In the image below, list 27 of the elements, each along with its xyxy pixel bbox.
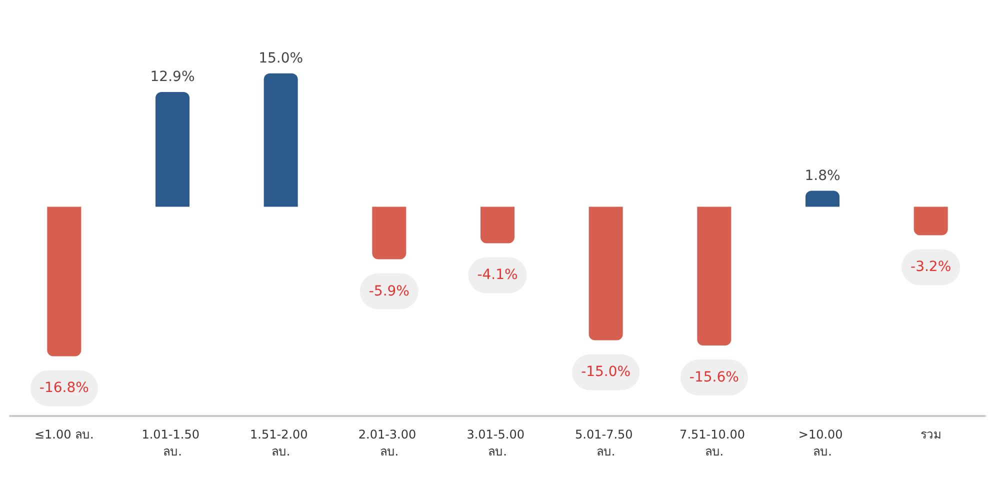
x-tick-label: >10.00 ลบ.	[798, 428, 847, 458]
x-tick-label: 3.01-5.00 ลบ.	[466, 428, 528, 458]
bar	[588, 206, 623, 340]
data-label: -15.6%	[689, 370, 739, 386]
x-tick-label: 2.01-3.00 ลบ.	[358, 428, 420, 458]
data-label: 15.0%	[258, 50, 304, 66]
data-label: -5.9%	[368, 283, 410, 300]
bar	[47, 206, 82, 356]
bar	[156, 92, 190, 207]
data-label: 12.9%	[150, 69, 195, 86]
bar	[372, 206, 406, 260]
data-label: -4.1%	[477, 267, 518, 284]
bar	[806, 190, 840, 207]
x-tick-label: 1.01-1.50 ลบ.	[142, 428, 204, 458]
bar	[480, 206, 514, 244]
bar	[264, 73, 298, 207]
bar	[914, 206, 948, 236]
x-tick-label: รวม	[920, 428, 942, 442]
x-tick-label: 7.51-10.00 ลบ.	[680, 428, 749, 458]
data-label: -16.8%	[39, 380, 89, 396]
bar	[697, 206, 732, 346]
data-label: -15.0%	[581, 364, 631, 380]
x-tick-label: 1.51-2.00 ลบ.	[250, 428, 312, 458]
data-label: -3.2%	[910, 259, 952, 276]
x-tick-label: ≤1.00 ลบ.	[34, 428, 94, 442]
x-tick-label: 5.01-7.50 ลบ.	[575, 428, 637, 458]
data-label: 1.8%	[804, 168, 840, 184]
